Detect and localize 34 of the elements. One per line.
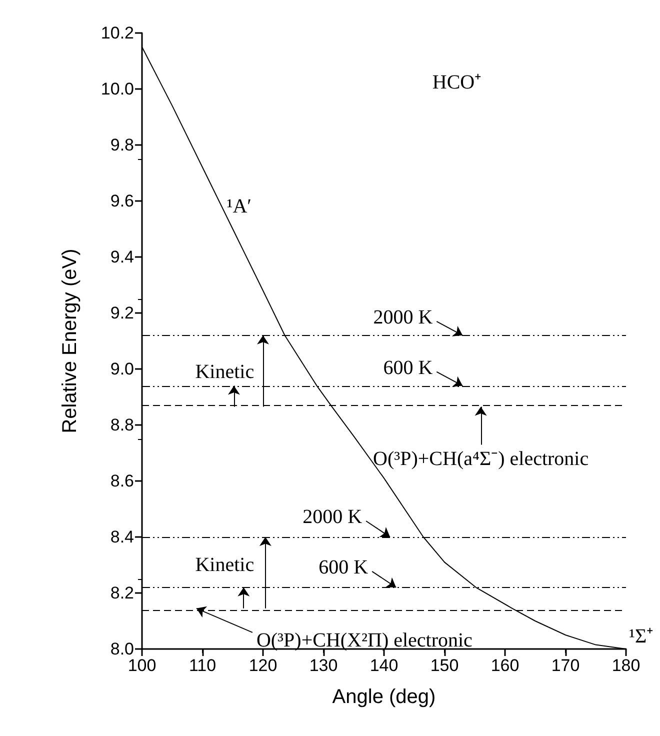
- annotation: O(³P)+CH(X²Π) electronic: [256, 629, 473, 652]
- x-axis-title: Angle (deg): [332, 686, 436, 708]
- y-tick-label: 9.0: [110, 360, 134, 378]
- annotation: O(³P)+CH(a⁴Σ⁻) electronic: [373, 448, 589, 470]
- y-tick-label: 8.0: [110, 640, 134, 658]
- x-tick-label: 100: [128, 656, 156, 675]
- annotation: 2000 K: [302, 506, 363, 528]
- y-tick-label: 10.0: [100, 80, 134, 98]
- y-tick-label: 9.8: [110, 136, 134, 154]
- annotation: Kinetic: [195, 360, 254, 383]
- y-tick-label: 8.4: [110, 528, 134, 546]
- x-tick-label: 140: [370, 656, 398, 675]
- annotation: HCO⁺: [432, 71, 482, 94]
- annotation: 600 K: [383, 356, 434, 379]
- annotation: Kinetic: [195, 554, 254, 576]
- x-tick-label: 110: [188, 656, 216, 675]
- y-tick-label: 8.2: [110, 584, 134, 602]
- x-tick-label: 150: [430, 656, 459, 675]
- annotation: 600 K: [318, 556, 369, 578]
- y-tick-label: 8.8: [110, 416, 134, 434]
- y-tick-label: 9.2: [110, 304, 134, 322]
- x-tick-label: 180: [612, 656, 640, 675]
- y-axis-title: Relative Energy (eV): [59, 248, 81, 434]
- annotation: ¹A′: [226, 196, 252, 218]
- x-tick-label: 130: [309, 656, 338, 675]
- y-tick-label: 9.6: [110, 192, 134, 210]
- y-tick-label: 9.4: [110, 248, 134, 266]
- text: ¹Σ⁺: [629, 626, 654, 648]
- x-tick-label: 170: [551, 656, 580, 675]
- y-tick-label: 10.2: [100, 24, 134, 42]
- annotation: 2000 K: [373, 306, 434, 328]
- x-tick-label: 120: [248, 656, 278, 675]
- y-tick-label: 8.6: [110, 472, 134, 490]
- x-tick-label: 160: [490, 656, 520, 675]
